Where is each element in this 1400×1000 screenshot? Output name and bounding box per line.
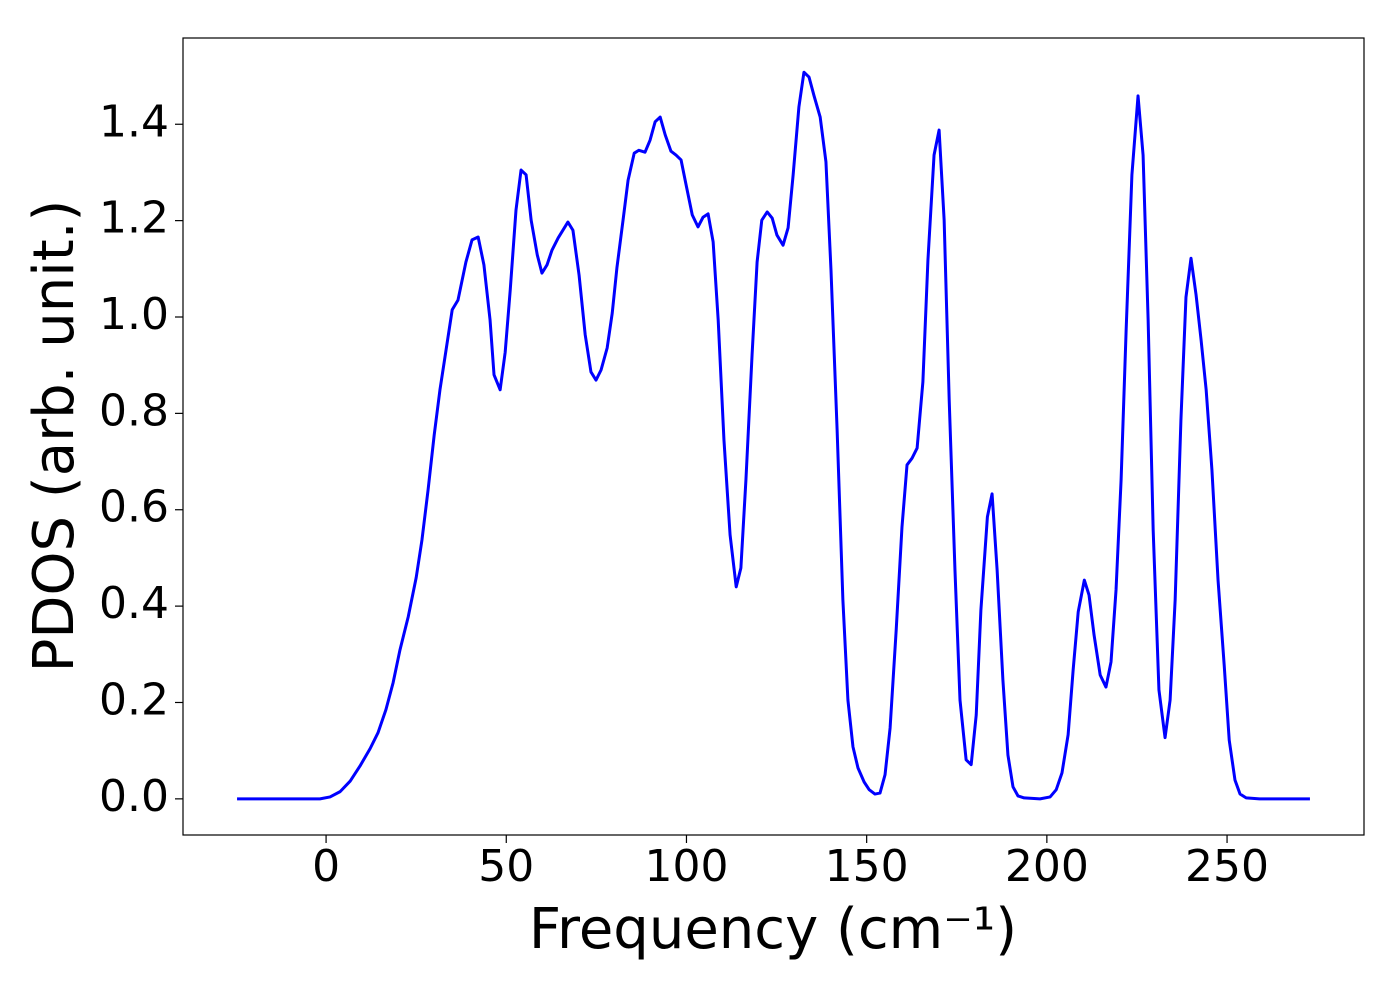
y-tick-label: 1.4	[99, 96, 169, 147]
x-tick-label: 100	[644, 841, 728, 892]
y-tick-label: 0.4	[99, 578, 169, 629]
y-tick-label: 0.0	[99, 771, 169, 822]
x-tick-label: 0	[312, 841, 340, 892]
x-tick-label: 200	[1005, 841, 1089, 892]
y-axis-label: PDOS (arb. unit.)	[22, 200, 87, 673]
x-axis-label: Frequency (cm⁻¹)	[529, 897, 1017, 962]
y-tick-label: 1.2	[99, 193, 169, 244]
x-tick-label: 250	[1185, 841, 1269, 892]
y-tick-label: 0.8	[99, 385, 169, 436]
y-tick-label: 0.2	[99, 674, 169, 725]
x-tick-label: 150	[825, 841, 909, 892]
x-tick-label: 50	[478, 841, 534, 892]
data-line	[237, 70, 1310, 801]
plot-frame	[182, 37, 1365, 836]
y-tick-label: 1.0	[99, 289, 169, 340]
y-tick-label: 0.6	[99, 482, 169, 533]
